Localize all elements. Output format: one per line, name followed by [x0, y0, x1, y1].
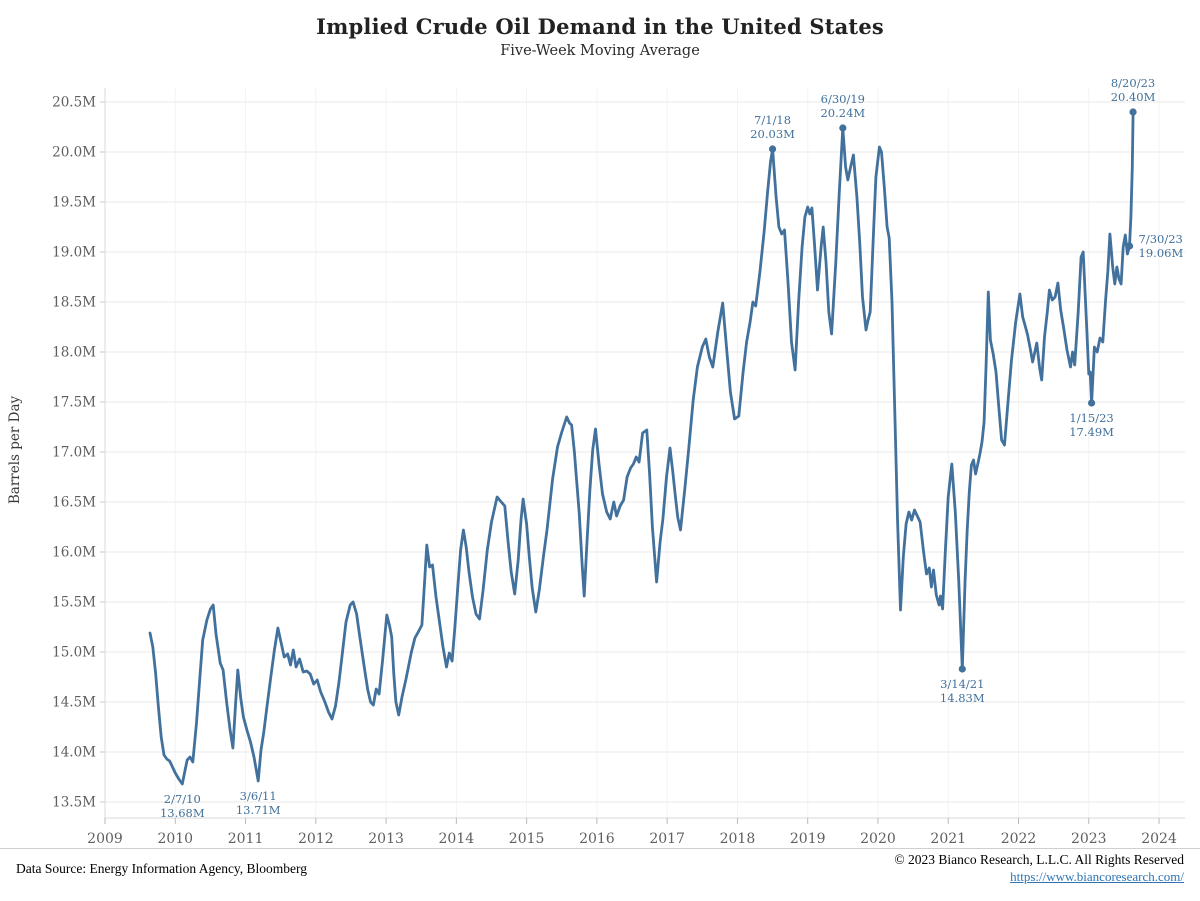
annotation-date: 6/30/19 — [820, 92, 865, 106]
x-tick-label: 2020 — [860, 831, 896, 847]
x-tick-label: 2024 — [1141, 831, 1177, 847]
x-tick-label: 2012 — [298, 831, 334, 847]
chart-title: Implied Crude Oil Demand in the United S… — [316, 14, 884, 39]
annotation-value: 19.06M — [1138, 246, 1184, 260]
y-tick-label: 14.5M — [52, 695, 96, 711]
y-tick-label: 20.5M — [52, 95, 96, 111]
x-tick-label: 2022 — [1001, 831, 1037, 847]
y-tick-label: 14.0M — [52, 745, 96, 761]
x-tick-label: 2013 — [368, 831, 404, 847]
annotation-value: 13.71M — [235, 803, 281, 817]
x-tick-label: 2010 — [157, 831, 193, 847]
x-tick-label: 2014 — [439, 831, 475, 847]
copyright-text: © 2023 Bianco Research, L.L.C. All Right… — [894, 852, 1184, 867]
annotation-date: 8/20/23 — [1110, 76, 1156, 90]
y-tick-label: 18.0M — [52, 345, 96, 361]
annotation-dot — [1125, 242, 1134, 250]
demand-line — [148, 110, 1135, 786]
x-tick-label: 2009 — [87, 831, 123, 847]
annotation-value: 20.24M — [820, 106, 866, 120]
annotation-value: 13.68M — [159, 806, 205, 820]
annotation-value: 20.03M — [750, 127, 795, 141]
annotation-date: 1/15/23 — [1069, 411, 1114, 425]
x-tick-label: 2011 — [228, 831, 264, 847]
annotation-dot — [839, 124, 847, 132]
annotation-date: 7/1/18 — [754, 113, 792, 127]
y-axis-title: Barrels per Day — [7, 395, 23, 505]
annotation-dot — [958, 665, 966, 673]
x-tick-label: 2021 — [930, 831, 966, 847]
x-tick-label: 2023 — [1071, 831, 1107, 847]
annotation-date: 3/14/21 — [940, 677, 985, 691]
x-tick-label: 2017 — [649, 831, 685, 847]
y-tick-label: 13.5M — [52, 795, 96, 811]
annotation-dot — [768, 145, 777, 153]
annotation-3-14-21: 3/14/21 14.83M — [940, 677, 985, 705]
x-tick-label: 2019 — [790, 831, 826, 847]
annotation-2-7-10: 2/7/10 13.68M — [160, 792, 205, 820]
annotation-dot — [1087, 399, 1096, 407]
data-source-text: Data Source: Energy Information Agency, … — [16, 861, 308, 876]
x-tick-label: 2018 — [720, 831, 756, 847]
annotation-date: 7/30/23 — [1138, 232, 1183, 246]
annotation-date: 2/7/10 — [163, 792, 201, 806]
chart-subtitle: Five-Week Moving Average — [500, 43, 700, 59]
annotation-8-20-23: 8/20/23 20.40M — [1111, 76, 1156, 104]
footer-bar: Data Source: Energy Information Agency, … — [0, 848, 1200, 901]
annotation-value: 14.83M — [939, 691, 985, 705]
y-tick-label: 15.0M — [52, 645, 96, 661]
y-tick-label: 16.0M — [52, 545, 96, 561]
y-tick-label: 20.0M — [52, 145, 96, 161]
annotation-value: 20.40M — [1110, 90, 1156, 104]
y-tick-label: 15.5M — [52, 595, 96, 611]
annotation-value: 17.49M — [1069, 425, 1114, 439]
annotation-7-30-23: 7/30/23 19.06M — [1139, 232, 1184, 260]
y-tick-label: 16.5M — [52, 495, 96, 511]
annotation-1-15-23: 1/15/23 17.49M — [1069, 411, 1114, 439]
annotation-6-30-19: 6/30/19 20.24M — [820, 92, 865, 120]
annotation-3-6-11: 3/6/11 13.71M — [236, 789, 281, 817]
annotation-7-1-18: 7/1/18 20.03M — [750, 113, 795, 141]
x-tick-label: 2015 — [509, 831, 545, 847]
y-tick-label: 19.0M — [52, 245, 96, 261]
x-tick-label: 2016 — [579, 831, 615, 847]
y-tick-label: 19.5M — [52, 195, 96, 211]
y-tick-label: 18.5M — [52, 295, 96, 311]
y-tick-label: 17.5M — [52, 395, 96, 411]
bianco-research-link[interactable]: https://www.biancoresearch.com/ — [1010, 869, 1184, 884]
y-tick-label: 17.0M — [52, 445, 96, 461]
annotation-date: 3/6/11 — [239, 789, 277, 803]
annotation-dot — [1129, 108, 1137, 116]
footer-right-block: © 2023 Bianco Research, L.L.C. All Right… — [894, 852, 1184, 886]
